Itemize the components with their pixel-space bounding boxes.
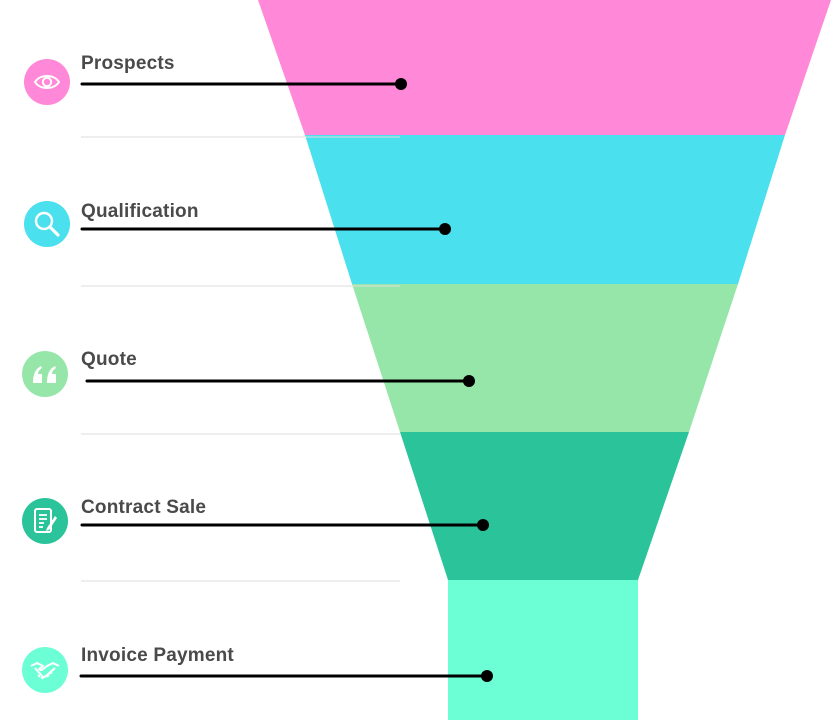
handshake-icon xyxy=(30,662,60,680)
quote-icon xyxy=(33,366,56,383)
leader-dot xyxy=(463,375,475,387)
stage-label-qualification: Qualification xyxy=(81,201,199,222)
stage-icon-quote xyxy=(22,351,68,397)
magnifier-icon xyxy=(34,211,60,237)
leader-dot xyxy=(477,519,489,531)
leader-dot xyxy=(395,78,407,90)
contract-icon xyxy=(34,508,57,533)
stage-label-contract-sale: Contract Sale xyxy=(81,497,207,518)
stage-label-prospects: Prospects xyxy=(81,53,175,74)
stage-label-invoice-payment: Invoice Payment xyxy=(81,645,234,666)
eye-icon xyxy=(33,75,61,89)
funnel-segment-qualification xyxy=(305,135,785,284)
funnel-segment-contract-sale xyxy=(400,432,689,580)
funnel-segment-invoice-payment xyxy=(448,580,638,720)
stage-icon-qualification xyxy=(24,201,70,247)
leader-dot xyxy=(481,670,493,682)
leader-dot xyxy=(439,223,451,235)
stage-icon-prospects xyxy=(24,59,70,105)
stage-icon-invoice-payment xyxy=(22,647,68,693)
funnel-segment-prospects xyxy=(258,0,831,135)
stage-icon-contract-sale xyxy=(22,498,68,544)
stage-label-quote: Quote xyxy=(81,349,137,370)
funnel-segment-quote xyxy=(352,284,738,432)
